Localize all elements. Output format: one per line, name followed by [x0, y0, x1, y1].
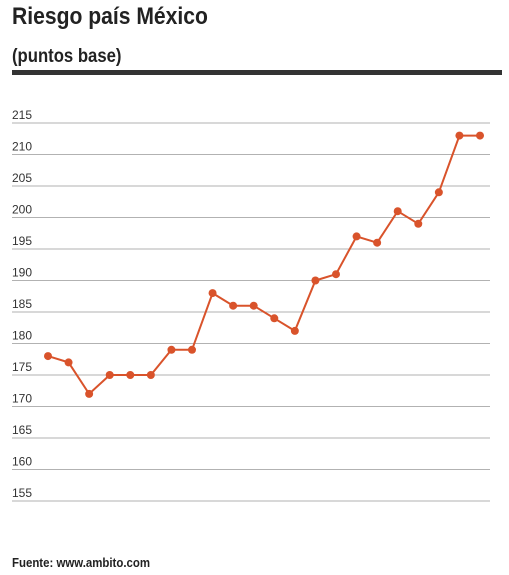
point: [476, 131, 484, 140]
point: [414, 219, 423, 228]
y-tick-label: 165: [12, 423, 32, 437]
point: [373, 238, 382, 247]
point: [64, 358, 73, 367]
point: [270, 314, 279, 323]
point: [393, 207, 402, 216]
y-tick-label: 205: [12, 171, 32, 185]
point: [332, 270, 340, 279]
y-tick-label: 160: [12, 455, 32, 469]
y-tick-label: 175: [12, 360, 32, 374]
chart-subtitle: (puntos base): [12, 45, 122, 66]
y-tick-label: 195: [12, 234, 32, 248]
chart-title: Riesgo país México: [12, 3, 208, 30]
y-tick-label: 190: [12, 266, 32, 280]
point: [85, 389, 94, 398]
y-tick-label: 180: [12, 329, 32, 343]
point: [146, 371, 155, 379]
line: [47, 134, 480, 396]
point: [311, 276, 320, 285]
point: [290, 326, 299, 335]
point: [249, 301, 258, 310]
point: [352, 232, 361, 241]
y-tick-label: 215: [12, 108, 32, 122]
point: [229, 301, 238, 310]
y-tick-label: 155: [12, 486, 32, 500]
y-tick-label: 185: [12, 297, 32, 311]
point: [105, 371, 114, 379]
y-tick-label: 200: [12, 203, 32, 217]
source-note: Fuente: www.ambito.com: [12, 555, 150, 570]
point: [455, 131, 464, 140]
header-rule: [12, 70, 502, 75]
point: [44, 352, 52, 361]
point: [126, 371, 135, 379]
point: [208, 289, 217, 298]
point: [188, 345, 196, 354]
point: [434, 188, 443, 197]
point: [167, 345, 176, 354]
y-tick-label: 210: [12, 140, 32, 154]
y-tick-label: 170: [12, 392, 32, 406]
